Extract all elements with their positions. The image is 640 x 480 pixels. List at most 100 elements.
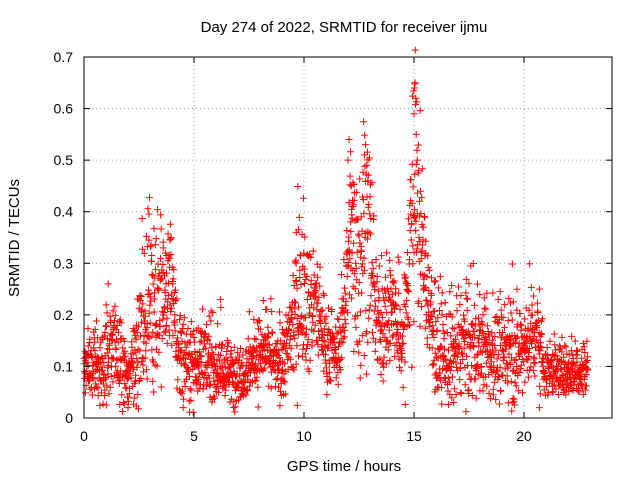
data-point [383, 249, 391, 257]
data-point [287, 303, 295, 311]
data-point [450, 351, 458, 359]
y-tick-label: 0.1 [54, 358, 74, 374]
data-point [444, 346, 452, 354]
data-point [436, 306, 444, 314]
data-point [311, 293, 319, 301]
data-point [479, 387, 487, 395]
data-point [447, 363, 455, 371]
data-point [170, 266, 178, 274]
data-point [525, 345, 533, 353]
data-point [578, 354, 586, 362]
data-point [490, 378, 498, 386]
data-point [534, 308, 542, 316]
data-point [388, 333, 396, 341]
data-point [305, 367, 313, 375]
data-point [261, 364, 269, 372]
data-point [506, 360, 514, 368]
data-point [541, 369, 549, 377]
data-point [103, 309, 111, 317]
data-point [302, 314, 310, 322]
data-point [295, 226, 302, 234]
data-point [363, 328, 371, 336]
data-point [403, 296, 411, 304]
data-point [350, 196, 358, 204]
data-point [316, 263, 324, 271]
data-point [221, 391, 229, 399]
data-point [322, 319, 330, 327]
data-point [507, 336, 515, 344]
data-point [278, 345, 286, 353]
data-point [353, 188, 361, 196]
data-point [134, 323, 142, 331]
data-point [314, 299, 322, 307]
data-point [521, 339, 529, 347]
data-point [475, 339, 483, 347]
data-point [275, 347, 283, 355]
data-point [417, 302, 425, 310]
data-point [320, 331, 328, 339]
data-point [274, 365, 282, 373]
data-point [102, 401, 110, 409]
data-point [452, 358, 460, 366]
data-point [366, 301, 374, 309]
data-point [104, 280, 112, 288]
data-point [364, 235, 372, 243]
data-point [421, 283, 429, 291]
x-tick-label: 5 [190, 428, 198, 444]
data-point [427, 274, 435, 282]
data-point [340, 308, 348, 316]
data-point [293, 342, 301, 350]
data-point [386, 256, 394, 264]
data-point [163, 269, 171, 277]
data-point [463, 306, 471, 314]
data-point [449, 373, 457, 381]
data-point [465, 280, 473, 288]
data-point [250, 315, 258, 323]
data-point [360, 266, 368, 274]
data-point [223, 348, 231, 356]
data-point [156, 323, 164, 331]
data-point [134, 345, 142, 353]
data-point [240, 378, 248, 386]
data-point [253, 348, 261, 356]
data-point [259, 297, 267, 305]
data-point [508, 407, 516, 415]
data-point [189, 359, 197, 367]
data-point [147, 297, 155, 305]
data-point [487, 395, 495, 403]
data-point [358, 289, 366, 297]
data-point [254, 383, 262, 391]
data-point [174, 334, 182, 342]
data-point [551, 341, 559, 349]
data-point [448, 313, 456, 321]
data-point [178, 337, 186, 345]
data-point [457, 322, 465, 330]
data-point [87, 370, 95, 378]
data-point [255, 317, 263, 325]
data-point [506, 299, 514, 307]
data-point [579, 390, 587, 398]
data-point [451, 385, 459, 393]
data-point [581, 348, 589, 356]
data-point [157, 211, 165, 219]
data-point [222, 386, 230, 394]
data-point [303, 272, 311, 280]
data-point [252, 335, 260, 343]
data-point [418, 165, 426, 173]
data-point [427, 312, 435, 320]
data-point [462, 289, 470, 297]
data-point [463, 352, 471, 360]
data-point [106, 345, 114, 353]
data-point [291, 334, 299, 342]
data-point [198, 337, 206, 345]
x-tick-label: 0 [80, 428, 88, 444]
data-point [121, 400, 129, 408]
data-point [512, 382, 520, 390]
data-point [151, 289, 159, 297]
data-point [169, 332, 177, 340]
data-point [275, 308, 283, 316]
data-point [386, 356, 394, 364]
data-point [341, 284, 349, 292]
data-point [259, 366, 267, 374]
